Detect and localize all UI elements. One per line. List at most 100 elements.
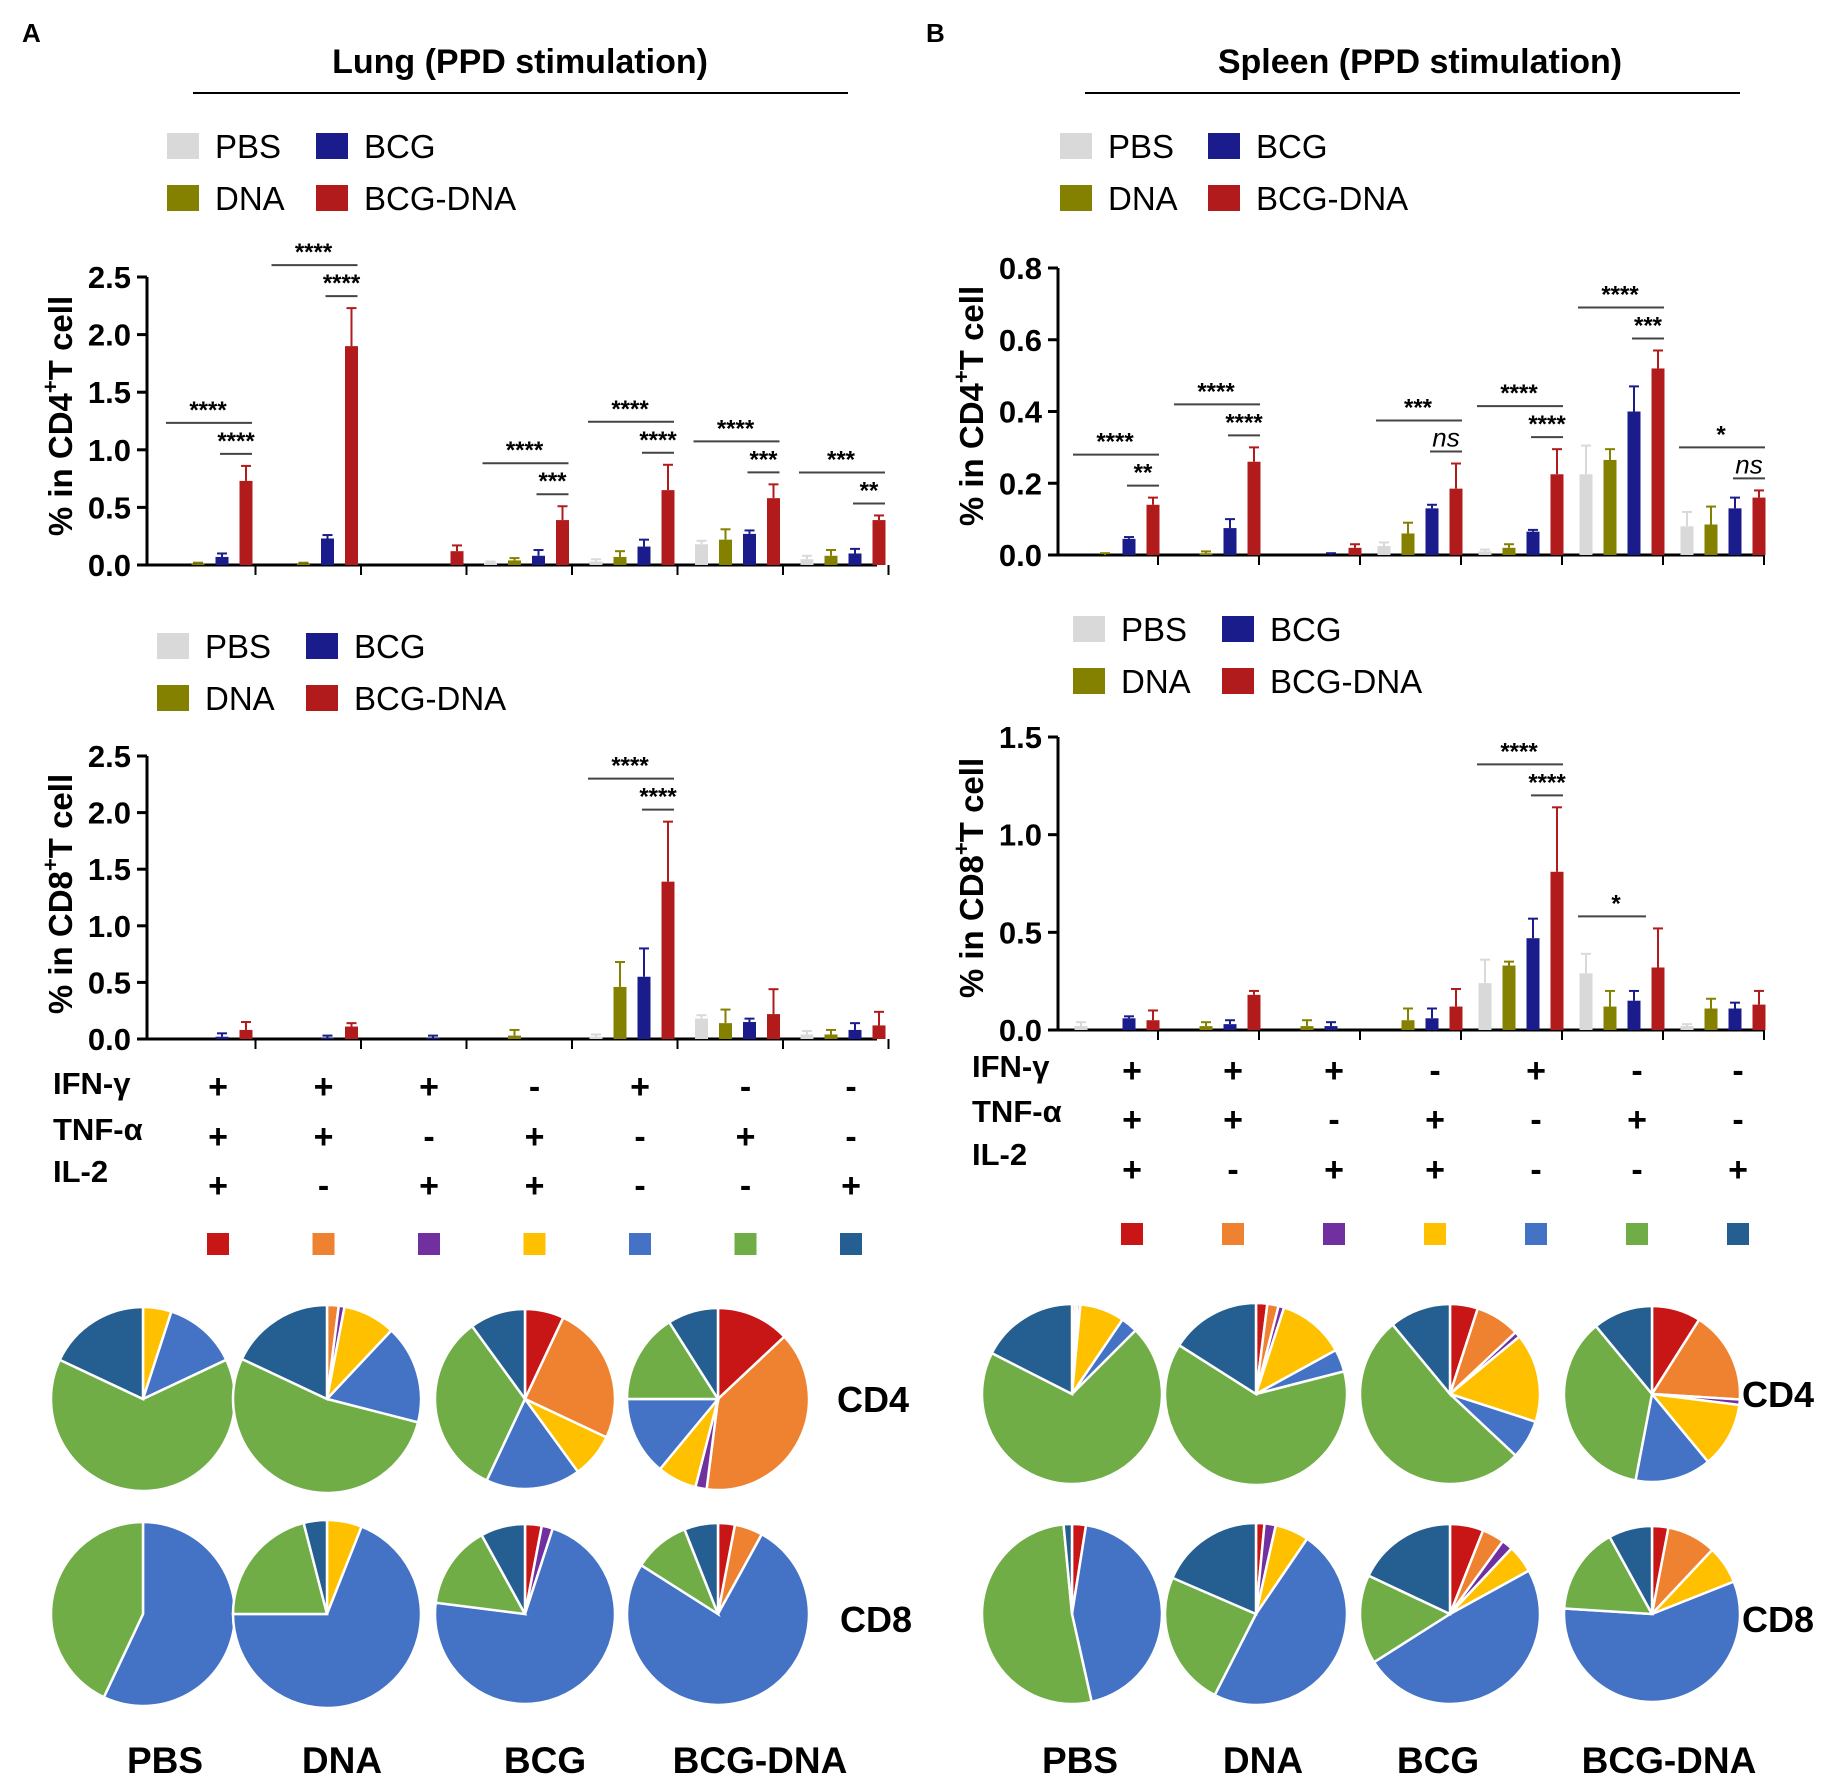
pie-slice-cd4-1-5 [1163, 1343, 1349, 1487]
combo-swatch [1525, 1223, 1547, 1245]
bar-spleen-cd8-g2-bcg [1324, 1026, 1338, 1030]
cytokine-sign: - [845, 1068, 856, 1106]
y-tick-label-lung-cd4: 0.0 [88, 548, 131, 583]
cytokine-sign: - [634, 1118, 645, 1156]
bar-lung-cd4-g4-bcg-dna [661, 490, 675, 565]
cytokine-sign: + [630, 1068, 650, 1106]
cytokine-sign: - [1429, 1052, 1440, 1090]
legend-label-dna: DNA [205, 680, 275, 717]
legend-swatch-bcg-dna [1222, 668, 1254, 694]
bar-lung-cd4-g6-bcg [848, 553, 862, 565]
bar-spleen-cd4-g3-bcg-dna [1449, 488, 1463, 555]
legend-swatch-bcg [1222, 616, 1254, 642]
cytokine-sign: + [736, 1118, 756, 1156]
cytokine-sign: + [841, 1167, 861, 1205]
legend-label-pbs: PBS [215, 128, 281, 165]
bar-spleen-cd8-g4-bcg-dna [1550, 871, 1564, 1030]
sig-label-lung-cd4: *** [827, 446, 856, 473]
sig-label-lung-cd4: *** [538, 468, 567, 495]
pie-slice-cd4-2-5 [1358, 1322, 1518, 1486]
cytokine-sign: + [1122, 1052, 1142, 1090]
cytokine-sign: + [525, 1167, 545, 1205]
bar-spleen-cd8-g5-bcg [1627, 1000, 1641, 1030]
y-axis-label-spleen-cd8: % in CD8+T cell [949, 758, 990, 998]
pie-slice-cd8-0-4 [1070, 1523, 1164, 1704]
pie-slice-cd8-2-4 [1372, 1568, 1542, 1706]
pie-group-label: DNA [1223, 1740, 1303, 1781]
bar-spleen-cd8-g4-pbs [1478, 983, 1492, 1030]
bar-lung-cd4-g4-dna [613, 556, 627, 565]
pie-slice-cd4-1-5 [231, 1357, 420, 1495]
sig-label-spleen-cd4: **** [1528, 411, 1566, 438]
bar-lung-cd4-g1-bcg-dna [345, 346, 358, 565]
bar-spleen-cd8-g0-bcg-dna [1146, 1020, 1160, 1030]
cytokine-sign: + [525, 1118, 545, 1156]
combo-swatch [1121, 1223, 1143, 1245]
bar-spleen-cd8-g1-bcg [1223, 1024, 1237, 1030]
legend-swatch-pbs [1073, 616, 1105, 642]
y-label-part: T cell [42, 774, 79, 858]
legend-swatch-bcg-dna [306, 685, 338, 711]
bar-lung-cd8-g6-bcg [848, 1029, 862, 1039]
bar-spleen-cd4-g4-pbs [1478, 551, 1492, 555]
cytokine-label: IFN-γ [972, 1049, 1050, 1084]
sig-label-lung-cd4: **** [217, 428, 255, 455]
cytokine-sign: - [529, 1068, 540, 1106]
y-tick-label-lung-cd4: 0.5 [88, 490, 131, 525]
sig-label-lung-cd4: *** [749, 446, 778, 473]
sig-label-lung-cd4: **** [639, 427, 677, 454]
legend-label-pbs: PBS [1121, 611, 1187, 648]
cytokine-sign: + [314, 1118, 334, 1156]
pie-slice-cd8-0-6 [1062, 1522, 1074, 1615]
cytokine-label: IL-2 [53, 1154, 108, 1189]
sig-label-spleen-cd4: ns [1735, 449, 1762, 479]
bar-spleen-cd4-g5-dna [1603, 459, 1617, 555]
cytokine-sign: + [1324, 1052, 1344, 1090]
bar-lung-cd4-g1-bcg [321, 538, 334, 565]
sig-label-spleen-cd8: * [1611, 890, 1621, 917]
y-tick-label-lung-cd4: 1.0 [88, 433, 131, 468]
cytokine-sign: + [1627, 1101, 1647, 1139]
bar-spleen-cd8-g2-dna [1300, 1026, 1314, 1030]
cytokine-sign: + [314, 1068, 334, 1106]
pie-slice-cd4-3-6 [667, 1306, 720, 1404]
bar-lung-cd4-g3-dna [508, 560, 521, 565]
sig-label-spleen-cd8: **** [1528, 769, 1566, 796]
y-label-part: % in CD8 [42, 871, 79, 1014]
panel-title-a: Lung (PPD stimulation) [332, 43, 708, 81]
pie-slice-cd4-1-6 [240, 1303, 329, 1401]
cytokine-sign: + [208, 1167, 228, 1205]
bar-lung-cd4-g3-bcg-dna [556, 520, 569, 565]
y-label-sup: + [38, 858, 63, 871]
bar-lung-cd4-g6-bcg-dna [872, 520, 886, 565]
bar-spleen-cd4-g4-dna [1502, 547, 1516, 555]
pie-slice-cd4-3-3 [1649, 1392, 1741, 1464]
bar-lung-cd8-g5-bcg-dna [767, 1014, 780, 1039]
sig-label-lung-cd8: **** [611, 753, 649, 780]
cytokine-sign: + [1728, 1151, 1748, 1189]
cytokine-sign: - [1631, 1052, 1642, 1090]
y-label-sup: + [38, 380, 63, 393]
legend-swatch-bcg [316, 133, 348, 159]
legend-swatch-bcg [306, 633, 338, 659]
y-tick-label-spleen-cd4: 0.6 [999, 323, 1042, 358]
bar-spleen-cd4-g1-bcg-dna [1247, 461, 1261, 555]
panel-letter-a: A [22, 18, 41, 48]
bar-spleen-cd4-g0-bcg-dna [1146, 504, 1160, 555]
sig-label-spleen-cd8: **** [1500, 738, 1538, 765]
pie-group-label: DNA [302, 1740, 382, 1781]
y-axis-label-lung-cd8: % in CD8+T cell [38, 774, 79, 1014]
cytokine-sign: + [1223, 1101, 1243, 1139]
legend-swatch-bcg [1208, 133, 1240, 159]
sig-label-spleen-cd4: * [1716, 421, 1726, 448]
bar-lung-cd4-g1-dna [297, 563, 310, 565]
cytokine-sign: + [208, 1118, 228, 1156]
bar-spleen-cd4-g5-pbs [1579, 474, 1593, 555]
y-tick-label-spleen-cd4: 0.8 [999, 251, 1042, 286]
cytokine-sign: - [634, 1167, 645, 1205]
combo-swatch [312, 1233, 335, 1255]
pie-slice-cd4-3-1 [705, 1334, 811, 1492]
cytokine-sign: + [419, 1167, 439, 1205]
y-label-sup: + [949, 370, 974, 383]
